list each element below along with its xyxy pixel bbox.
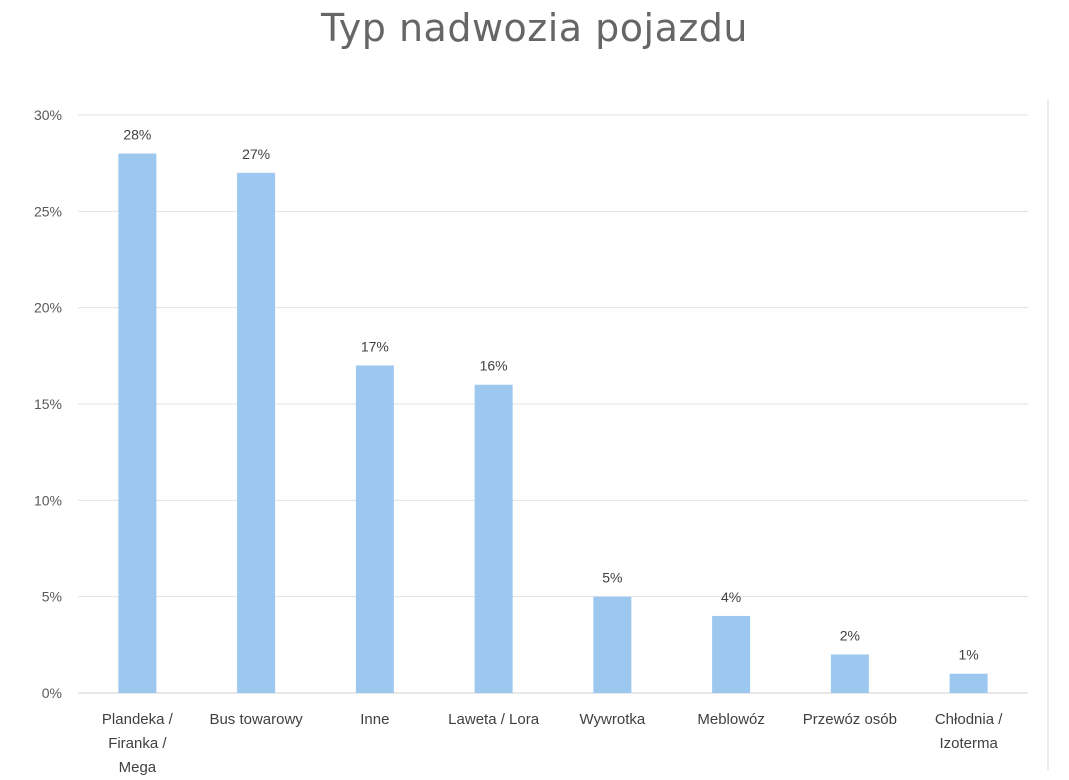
y-tick-label: 25% bbox=[34, 203, 62, 219]
x-category-label: Chłodnia / bbox=[935, 711, 1003, 728]
gridlines bbox=[78, 114, 1028, 694]
x-category-label: Plandeka / bbox=[102, 711, 174, 728]
y-tick-label: 0% bbox=[42, 685, 62, 701]
x-category-label: Firanka / bbox=[108, 735, 167, 752]
bar bbox=[355, 365, 394, 693]
data-label: 4% bbox=[721, 589, 741, 605]
y-tick-label: 30% bbox=[34, 107, 62, 123]
x-category-label: Inne bbox=[360, 711, 389, 728]
y-tick-label: 20% bbox=[34, 300, 62, 316]
x-category-label: Wywrotka bbox=[580, 711, 646, 728]
y-axis-ticks: 0% 5% 10% 15% 20% 25% 30% bbox=[34, 107, 62, 701]
x-category-label: Izoterma bbox=[939, 735, 998, 752]
data-label: 5% bbox=[602, 570, 622, 586]
bar bbox=[237, 172, 276, 694]
bar bbox=[712, 615, 751, 693]
bar bbox=[830, 654, 869, 693]
y-tick-label: 5% bbox=[42, 589, 62, 605]
data-label: 2% bbox=[840, 627, 860, 643]
data-label: 16% bbox=[480, 358, 508, 374]
data-label: 1% bbox=[959, 647, 979, 663]
chart-title: Typ nadwozia pojazdu bbox=[320, 6, 749, 50]
data-label: 27% bbox=[242, 146, 270, 162]
bar bbox=[593, 596, 632, 693]
bar bbox=[118, 153, 157, 694]
y-tick-label: 10% bbox=[34, 492, 62, 508]
data-label: 17% bbox=[361, 338, 389, 354]
x-category-label: Bus towarowy bbox=[209, 711, 303, 728]
data-labels: 28% 27% 17% 16% 5% 4% 2% 1% bbox=[123, 127, 978, 663]
x-category-label: Przewóz osób bbox=[803, 711, 897, 728]
bar bbox=[949, 673, 988, 693]
bar bbox=[474, 384, 513, 693]
data-label: 28% bbox=[123, 127, 151, 143]
y-tick-label: 15% bbox=[34, 396, 62, 412]
bars bbox=[118, 153, 988, 694]
x-category-label: Mega bbox=[119, 759, 157, 776]
x-axis-labels: Plandeka / Firanka / Mega Bus towarowy Inne L… bbox=[102, 711, 1003, 776]
x-category-label: Meblowóz bbox=[697, 711, 765, 728]
x-category-label: Laweta / Lora bbox=[448, 711, 540, 728]
